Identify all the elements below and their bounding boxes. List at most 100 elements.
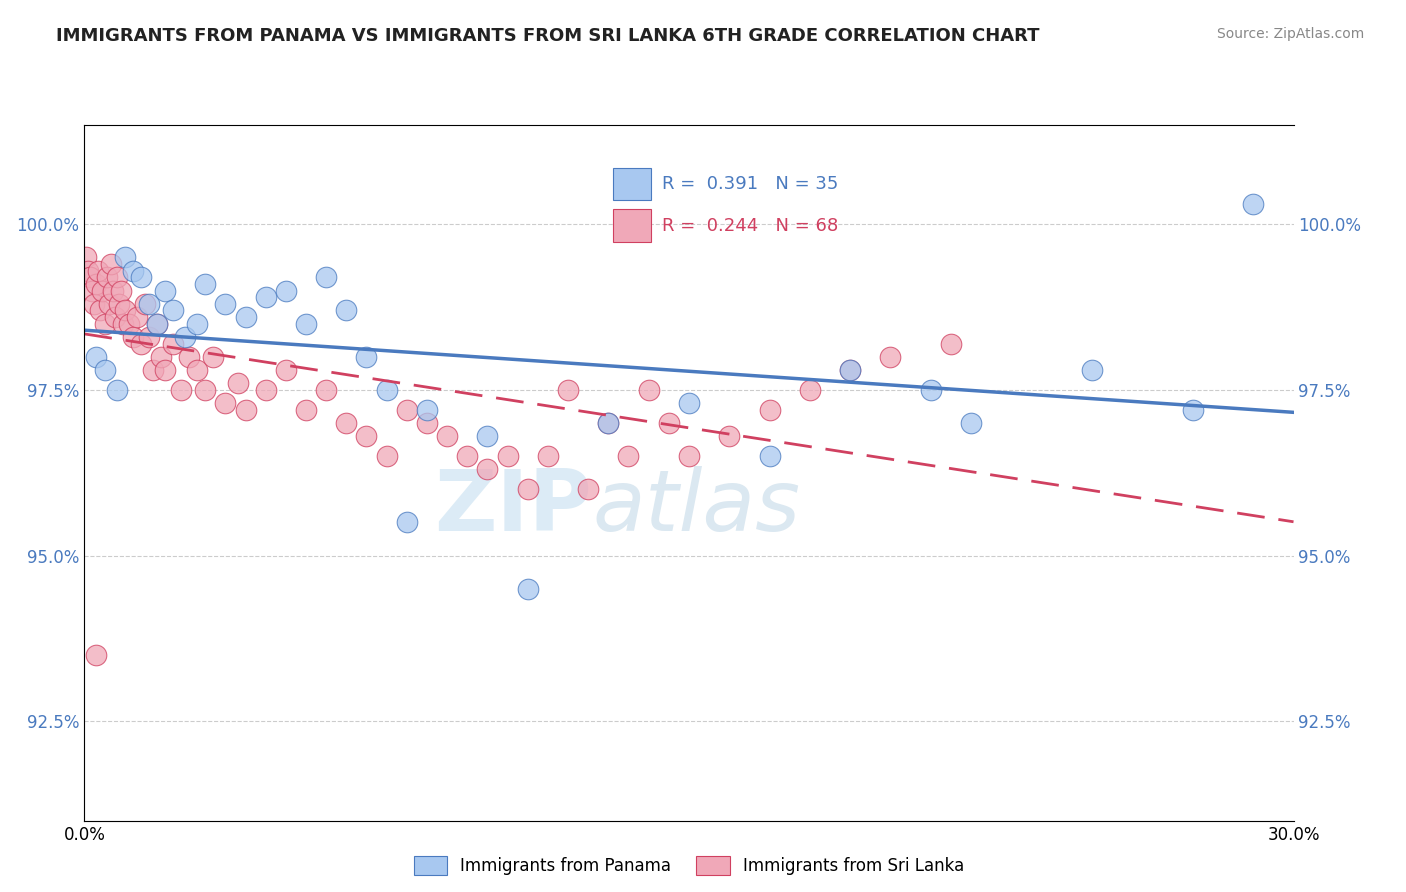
Point: [194, 383, 217, 397]
Point: [194, 277, 217, 291]
Point: [598, 416, 620, 430]
Point: [75, 251, 97, 265]
Point: [107, 297, 129, 311]
Point: [496, 449, 519, 463]
Point: [295, 317, 318, 331]
Point: [162, 303, 184, 318]
Point: [153, 284, 176, 298]
Point: [138, 330, 160, 344]
Point: [93, 363, 115, 377]
Point: [658, 416, 681, 430]
Point: [274, 284, 297, 298]
Point: [186, 363, 208, 377]
Point: [202, 350, 225, 364]
Point: [105, 383, 128, 397]
Point: [91, 284, 114, 298]
Point: [939, 336, 962, 351]
Point: [576, 483, 599, 497]
Point: [111, 317, 134, 331]
Point: [100, 257, 122, 271]
Point: [477, 429, 499, 443]
Point: [375, 449, 398, 463]
Point: [79, 270, 101, 285]
Point: [960, 416, 983, 430]
FancyBboxPatch shape: [613, 168, 651, 201]
Point: [254, 290, 277, 304]
Point: [598, 416, 620, 430]
Point: [86, 350, 108, 364]
Point: [315, 270, 337, 285]
Legend: Immigrants from Panama, Immigrants from Sri Lanka: Immigrants from Panama, Immigrants from …: [406, 849, 972, 882]
Point: [125, 310, 148, 324]
Point: [179, 350, 201, 364]
Point: [121, 330, 143, 344]
Point: [214, 396, 236, 410]
Point: [97, 297, 120, 311]
Point: [1241, 197, 1264, 211]
Text: Source: ZipAtlas.com: Source: ZipAtlas.com: [1216, 27, 1364, 41]
Point: [114, 303, 136, 318]
Point: [86, 277, 108, 291]
Point: [101, 284, 124, 298]
Point: [839, 363, 862, 377]
Point: [395, 516, 418, 530]
Point: [89, 303, 111, 318]
Point: [134, 297, 156, 311]
Point: [118, 317, 141, 331]
Point: [170, 383, 193, 397]
Point: [226, 376, 249, 391]
Point: [315, 383, 337, 397]
Point: [416, 416, 439, 430]
Point: [93, 317, 115, 331]
Text: R =  0.244   N = 68: R = 0.244 N = 68: [662, 217, 838, 235]
Text: IMMIGRANTS FROM PANAMA VS IMMIGRANTS FROM SRI LANKA 6TH GRADE CORRELATION CHART: IMMIGRANTS FROM PANAMA VS IMMIGRANTS FRO…: [56, 27, 1040, 45]
Text: atlas: atlas: [592, 466, 800, 549]
Point: [235, 402, 257, 417]
Point: [436, 429, 458, 443]
Point: [356, 350, 378, 364]
Point: [104, 310, 127, 324]
Point: [295, 402, 318, 417]
Point: [335, 303, 357, 318]
Text: R =  0.391   N = 35: R = 0.391 N = 35: [662, 175, 839, 193]
Point: [186, 317, 208, 331]
Point: [1081, 363, 1104, 377]
Point: [516, 483, 538, 497]
FancyBboxPatch shape: [613, 210, 651, 242]
Point: [537, 449, 560, 463]
Point: [920, 383, 942, 397]
Point: [138, 297, 160, 311]
Point: [395, 402, 418, 417]
Point: [174, 330, 197, 344]
Point: [356, 429, 378, 443]
Point: [879, 350, 901, 364]
Point: [105, 270, 128, 285]
Point: [149, 350, 172, 364]
Point: [129, 270, 152, 285]
Point: [153, 363, 176, 377]
Point: [637, 383, 659, 397]
Point: [758, 449, 780, 463]
Point: [718, 429, 741, 443]
Point: [110, 284, 132, 298]
Point: [82, 284, 104, 298]
Point: [758, 402, 780, 417]
Point: [162, 336, 184, 351]
Y-axis label: 6th Grade: 6th Grade: [0, 431, 6, 515]
Point: [416, 402, 439, 417]
Point: [142, 363, 165, 377]
Point: [235, 310, 257, 324]
Point: [129, 336, 152, 351]
Point: [114, 251, 136, 265]
Point: [1181, 402, 1204, 417]
Point: [839, 363, 862, 377]
Point: [477, 462, 499, 476]
Point: [799, 383, 821, 397]
Point: [456, 449, 478, 463]
Point: [335, 416, 357, 430]
Point: [121, 263, 143, 277]
Point: [87, 263, 110, 277]
Point: [146, 317, 169, 331]
Point: [96, 270, 118, 285]
Point: [86, 648, 108, 662]
